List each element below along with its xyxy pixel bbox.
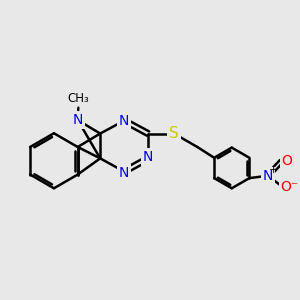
Text: N: N <box>119 166 129 180</box>
Text: O⁻: O⁻ <box>280 180 298 194</box>
Text: S: S <box>169 126 179 141</box>
Text: N: N <box>263 169 273 183</box>
Text: +: + <box>269 165 279 175</box>
Text: N: N <box>143 150 153 164</box>
Text: O: O <box>281 154 292 168</box>
Text: CH₃: CH₃ <box>68 92 89 105</box>
Text: N: N <box>73 113 83 127</box>
Text: N: N <box>119 114 129 128</box>
